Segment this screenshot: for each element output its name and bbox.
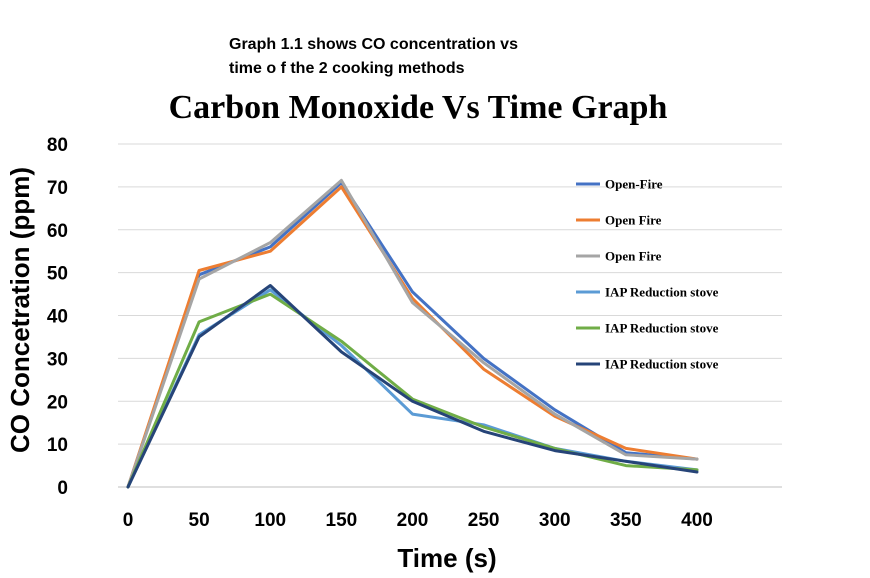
- y-tick-label: 40: [47, 307, 68, 328]
- x-tick-label: 400: [681, 510, 713, 531]
- y-tick-label: 20: [47, 392, 68, 413]
- figure-caption: Graph 1.1 shows CO concentration vs time…: [229, 33, 518, 81]
- x-tick-label: 150: [326, 510, 358, 531]
- caption-line-2: time o f the 2 cooking methods: [229, 60, 465, 77]
- y-tick-label: 60: [47, 221, 68, 242]
- x-tick-label: 300: [539, 510, 571, 531]
- y-tick-label: 80: [47, 135, 68, 156]
- x-tick-label: 0: [123, 510, 134, 531]
- legend: Open-Fire Open Fire Open Fire IAP Reduction…: [576, 177, 719, 372]
- legend-label-3: Open Fire: [605, 249, 662, 264]
- legend-label-4: IAP Reduction stove: [605, 285, 719, 300]
- x-tick-label: 350: [610, 510, 642, 531]
- series-line-3: [126, 178, 699, 489]
- y-axis-ticks: 0 10 20 30 40 50 60 70 80: [47, 135, 68, 499]
- y-tick-label: 10: [47, 435, 68, 456]
- x-tick-label: 100: [254, 510, 286, 531]
- legend-label-6: IAP Reduction stove: [605, 357, 719, 372]
- y-tick-label: 30: [47, 349, 68, 370]
- y-tick-label: 0: [57, 478, 68, 499]
- y-tick-label: 50: [47, 264, 68, 285]
- x-tick-label: 50: [189, 510, 210, 531]
- x-tick-label: 250: [468, 510, 500, 531]
- x-axis-label: Time (s): [397, 543, 496, 573]
- x-axis-ticks: 0 50 100 150 200 250 300 350 400: [123, 510, 713, 531]
- series-line-4: [126, 288, 699, 489]
- caption-line-1: Graph 1.1 shows CO concentration vs: [229, 36, 518, 53]
- legend-label-2: Open Fire: [605, 213, 662, 228]
- series-lines: [126, 178, 699, 489]
- x-tick-label: 200: [397, 510, 429, 531]
- legend-label-5: IAP Reduction stove: [605, 321, 719, 336]
- chart-title: Carbon Monoxide Vs Time Graph: [169, 89, 668, 126]
- gridlines: [118, 143, 782, 488]
- legend-label-1: Open-Fire: [605, 177, 663, 192]
- y-tick-label: 70: [47, 178, 68, 199]
- series-line-6: [126, 284, 699, 489]
- y-axis-label: CO Concetration (ppm): [5, 167, 35, 453]
- series-line-5: [126, 292, 699, 489]
- series-line-2: [126, 185, 699, 489]
